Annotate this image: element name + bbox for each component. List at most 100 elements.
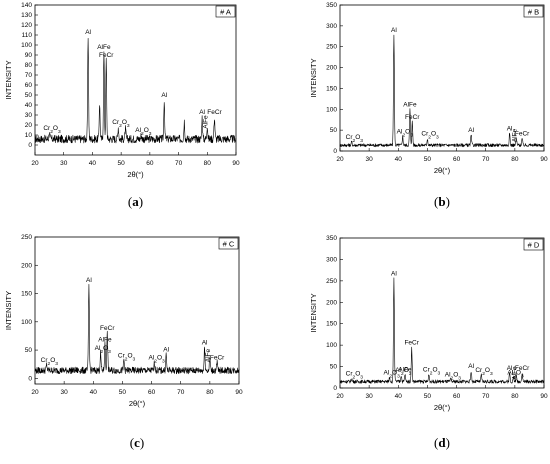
x-tick-label: 60 <box>146 160 154 167</box>
x-axis-label: 2θ(°) <box>434 166 451 175</box>
peak-label: Al <box>468 363 474 370</box>
x-tick-label: 80 <box>511 156 519 163</box>
y-tick-label: 200 <box>326 299 337 306</box>
peak-label: Al <box>202 339 208 346</box>
y-tick-label: 350 <box>326 235 337 242</box>
x-tick-label: 80 <box>204 160 212 167</box>
panel-tag-box <box>218 237 239 250</box>
panel-caption: (a) <box>128 194 143 209</box>
y-tick-label: 50 <box>330 127 338 134</box>
x-tick-label: 50 <box>118 160 126 167</box>
x-tick-label: 50 <box>424 156 432 163</box>
x-axis-label: 2θ(°) <box>129 399 146 408</box>
y-axis-label: INTENSITY <box>309 58 318 97</box>
x-tick-label: 90 <box>540 156 548 163</box>
y-tick-label: 300 <box>326 256 337 263</box>
y-tick-label: 200 <box>326 65 337 72</box>
panel-tag-box <box>523 238 544 251</box>
panel-caption: (d) <box>434 435 450 450</box>
peak-label: Cr2O3 <box>112 119 130 129</box>
panel-tag: # C <box>223 240 235 249</box>
x-tick-label: 40 <box>90 389 98 396</box>
peak-label: FeCr <box>515 365 530 372</box>
panel-caption: (b) <box>434 194 450 209</box>
x-tick-label: 30 <box>366 393 374 400</box>
peak-label: Al2O3 <box>135 127 152 137</box>
y-tick-label: 30 <box>25 112 33 119</box>
y-tick-label: 10 <box>25 132 33 139</box>
peak-label: AlFe <box>98 336 112 343</box>
chart-panel-a: 20 30 40 50 60 70 80 90 0 10 20 30 40 50 60 70 80 90 100 11… <box>4 2 240 209</box>
x-tick-label: 20 <box>336 156 344 163</box>
x-tick-label: 80 <box>511 393 519 400</box>
peak-label: FeCr <box>210 355 225 362</box>
peak-label: FeCr <box>405 114 420 121</box>
panel-tag: # B <box>528 8 539 17</box>
y-tick-label: 150 <box>326 321 337 328</box>
y-tick-label: 90 <box>25 52 33 59</box>
x-tick-label: 60 <box>453 156 461 163</box>
chart-panel-b: 20 30 40 50 60 70 80 90 0 50 100 150 200 250 300 350 2θ(… <box>309 2 548 209</box>
peak-label: AlFe <box>511 366 518 380</box>
y-axis-label: INTENSITY <box>309 293 318 332</box>
y-tick-label: 300 <box>326 23 337 30</box>
x-tick-label: 60 <box>148 389 156 396</box>
y-tick-label: 200 <box>21 262 32 269</box>
y-tick-label: 0 <box>333 385 337 392</box>
x-tick-label: 80 <box>206 389 214 396</box>
x-tick-label: 30 <box>366 156 374 163</box>
peak-label: FeCr <box>207 109 222 116</box>
y-tick-label: 50 <box>25 347 33 354</box>
peak-label: FeCr <box>99 52 114 59</box>
peak-label: Cr2O3 <box>421 130 439 140</box>
peak-label: AlFe <box>403 101 417 108</box>
peak-label: Cr2O3 <box>43 125 61 135</box>
plot-frame <box>339 4 545 152</box>
x-tick-label: 30 <box>61 389 69 396</box>
x-tick-label: 50 <box>119 389 127 396</box>
peak-label: Al2O3 <box>507 369 524 379</box>
y-tick-label: 80 <box>25 62 33 69</box>
plot-frame <box>34 236 240 385</box>
x-tick-label: 20 <box>31 389 39 396</box>
peak-label: Al <box>468 127 474 134</box>
xrd-trace <box>34 37 237 144</box>
peak-label: FeCr <box>404 339 419 346</box>
y-tick-label: 130 <box>21 12 32 19</box>
x-tick-label: 40 <box>395 393 403 400</box>
y-tick-label: 100 <box>326 106 337 113</box>
peak-label: Al <box>391 271 397 278</box>
peak-label: Al2O3 <box>397 128 414 138</box>
x-tick-label: 20 <box>336 393 344 400</box>
chart-panel-d: 20 30 40 50 60 70 80 90 0 50 100 150 200 250 300 350 2θ(… <box>309 235 548 450</box>
peak-label: AlFe <box>398 366 412 373</box>
y-tick-label: 250 <box>326 278 337 285</box>
y-tick-label: 100 <box>326 342 337 349</box>
peak-label: Al2O3 <box>148 355 165 365</box>
peak-label: Al <box>85 29 91 36</box>
peak-label: Al <box>161 92 167 99</box>
y-tick-label: 100 <box>21 319 32 326</box>
y-tick-label: 140 <box>21 2 32 9</box>
x-tick-label: 70 <box>482 156 490 163</box>
y-tick-label: 0 <box>28 375 32 382</box>
peak-label: Al2O3 <box>445 371 462 381</box>
peak-label: AlFe <box>511 128 518 142</box>
y-tick-label: 0 <box>28 142 32 149</box>
xrd-trace <box>339 277 545 384</box>
y-tick-label: 120 <box>21 22 32 29</box>
y-tick-label: 150 <box>326 85 337 92</box>
peak-label: Cr2O3 <box>346 134 364 144</box>
peak-label: Al <box>507 365 513 372</box>
peak-label: Al <box>199 109 205 116</box>
y-tick-label: 40 <box>25 102 33 109</box>
y-tick-label: 0 <box>333 148 337 155</box>
y-tick-label: 70 <box>25 72 33 79</box>
peak-label: Al <box>163 347 169 354</box>
x-tick-label: 90 <box>232 160 240 167</box>
peak-label: Al <box>507 125 513 132</box>
y-tick-label: 50 <box>330 364 338 371</box>
y-axis-label: INTENSITY <box>4 291 13 330</box>
peak-label: AlFe <box>205 348 212 362</box>
